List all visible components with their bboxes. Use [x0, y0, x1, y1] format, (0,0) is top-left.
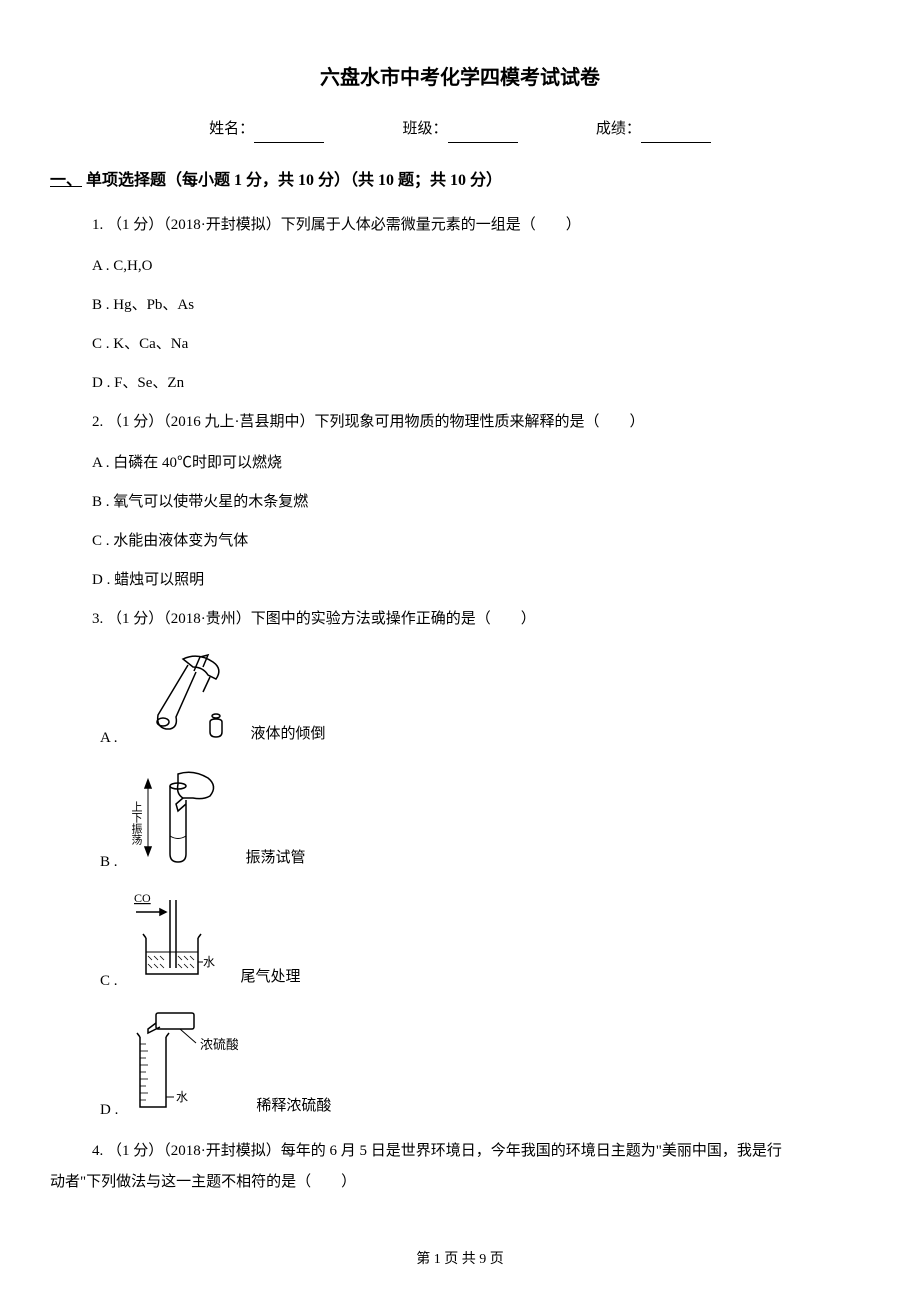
- q3-d-caption: 稀释浓硫酸: [256, 1093, 331, 1124]
- q3-option-c: C . CO 水: [50, 890, 870, 995]
- score-label: 成绩：: [596, 121, 641, 137]
- score-field: 成绩：: [596, 116, 711, 143]
- section-heading: 一、 单项选择题（每小题 1 分，共 10 分）（共 10 题；共 10 分）: [50, 167, 870, 196]
- name-label: 姓名：: [209, 121, 254, 137]
- header-row: 姓名： 班级： 成绩：: [50, 116, 870, 143]
- q3-option-a: A . 液体的倾倒: [50, 647, 870, 752]
- q2-option-c: C . 水能由液体变为气体: [50, 528, 870, 555]
- q1-option-a: A . C,H,O: [50, 253, 870, 280]
- page-title: 六盘水市中考化学四模考试试卷: [50, 60, 870, 96]
- q3-c-caption: 尾气处理: [241, 964, 301, 995]
- svg-text:水: 水: [203, 955, 215, 969]
- name-field: 姓名：: [209, 116, 324, 143]
- svg-text:水: 水: [176, 1090, 188, 1104]
- q1-option-d: D . F、Se、Zn: [50, 370, 870, 397]
- q2-option-d: D . 蜡烛可以照明: [50, 567, 870, 594]
- svg-text:上下振荡: 上下振荡: [130, 800, 143, 845]
- q2-stem: 2. （1 分）（2016 九上·莒县期中）下列现象可用物质的物理性质来解释的是…: [50, 409, 870, 436]
- page-footer: 第 1 页 共 9 页: [0, 1247, 920, 1272]
- dilute-acid-icon: 浓硫酸 水: [128, 1009, 238, 1114]
- q3-c-letter: C .: [100, 968, 118, 995]
- class-label: 班级：: [402, 121, 447, 137]
- svg-text:浓硫酸: 浓硫酸: [200, 1037, 238, 1052]
- q1-stem: 1. （1 分）（2018·开封模拟）下列属于人体必需微量元素的一组是（ ）: [50, 212, 870, 239]
- q3-b-caption: 振荡试管: [246, 845, 306, 876]
- class-field: 班级：: [402, 116, 517, 143]
- q1-option-c: C . K、Ca、Na: [50, 331, 870, 358]
- q4-line1: 4. （1 分）（2018·开封模拟）每年的 6 月 5 日是世界环境日，今年我…: [50, 1138, 870, 1165]
- score-blank: [641, 125, 711, 143]
- q3-a-caption: 液体的倾倒: [251, 721, 326, 752]
- svg-text:CO: CO: [134, 891, 151, 905]
- q3-stem: 3. （1 分）（2018·贵州）下图中的实验方法或操作正确的是（ ）: [50, 606, 870, 633]
- name-blank: [254, 125, 324, 143]
- q2-option-b: B . 氧气可以使带火星的木条复燃: [50, 489, 870, 516]
- pour-liquid-icon: [128, 647, 233, 742]
- shake-tube-icon: 上下振荡: [128, 766, 228, 866]
- section-title: 单项选择题（每小题 1 分，共 10 分）（共 10 题；共 10 分）: [86, 172, 502, 189]
- class-blank: [448, 125, 518, 143]
- exhaust-treatment-icon: CO 水: [128, 890, 223, 985]
- q3-d-letter: D .: [100, 1097, 118, 1124]
- q3-b-letter: B .: [100, 849, 118, 876]
- q3-a-letter: A .: [100, 725, 118, 752]
- q2-option-a: A . 白磷在 40℃时即可以燃烧: [50, 450, 870, 477]
- q3-option-b: B . 上下振荡 振荡试管: [50, 766, 870, 876]
- section-number: 一、: [50, 172, 82, 189]
- q3-option-d: D . 浓硫酸 水 稀释浓硫酸: [50, 1009, 870, 1124]
- q4-line2: 动者"下列做法与这一主题不相符的是（ ）: [50, 1169, 870, 1196]
- q1-option-b: B . Hg、Pb、As: [50, 292, 870, 319]
